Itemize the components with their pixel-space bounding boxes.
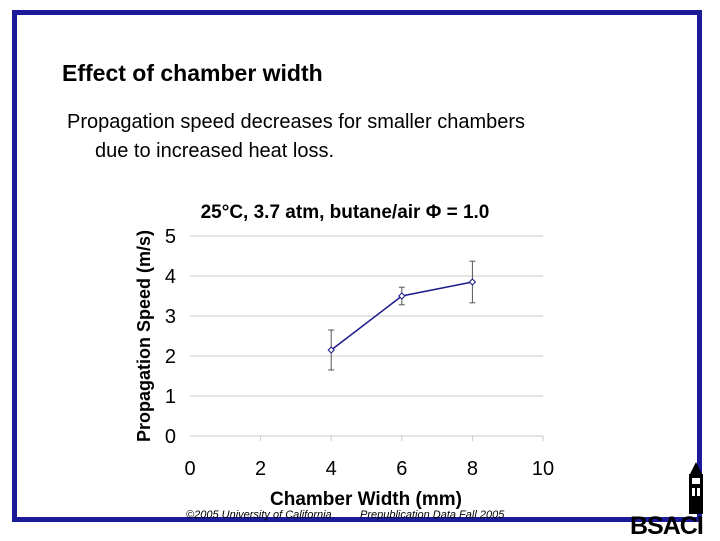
x-tick-label: 8 xyxy=(467,458,478,480)
x-tick-label: 10 xyxy=(532,458,554,480)
bullet-line-2: due to increased heat loss. xyxy=(95,140,335,162)
x-axis-label: Chamber Width (mm) xyxy=(270,489,462,510)
bsac-logo: BSACI xyxy=(630,512,704,541)
prepublication-text: Prepublication Data Fall 2005 xyxy=(360,509,505,521)
data-series xyxy=(327,260,477,371)
data-point xyxy=(327,346,335,354)
bullet-text: Propagation speed decreases for smaller … xyxy=(67,108,667,166)
chart-title: 25°C, 3.7 atm, butane/air Φ = 1.0 xyxy=(201,202,490,223)
campanile-tower-icon xyxy=(689,462,703,514)
logo-text: BSAC xyxy=(630,512,698,540)
grid-lines xyxy=(190,235,544,441)
bullet-line-1: Propagation speed decreases for smaller … xyxy=(67,111,526,133)
x-tick-label: 4 xyxy=(326,458,337,480)
y-tick-label: 1 xyxy=(165,386,176,408)
y-tick-labels: 0 1 2 3 4 5 xyxy=(165,226,176,448)
y-tick-label: 2 xyxy=(165,346,176,368)
x-tick-label: 2 xyxy=(255,458,266,480)
slide-title: Effect of chamber width xyxy=(62,60,323,86)
data-point xyxy=(398,292,406,300)
y-tick-label: 3 xyxy=(165,306,176,328)
logo-accent: I xyxy=(696,512,704,540)
x-tick-label: 0 xyxy=(184,458,195,480)
y-tick-label: 4 xyxy=(165,266,176,288)
copyright-text: ©2005 University of California xyxy=(186,509,332,521)
y-tick-label: 5 xyxy=(165,226,176,248)
y-tick-label: 0 xyxy=(165,426,176,448)
slide-frame xyxy=(12,10,702,522)
data-point xyxy=(468,278,477,286)
x-tick-labels: 0 2 4 6 8 10 xyxy=(184,458,554,480)
y-axis-label: Propagation Speed (m/s) xyxy=(134,230,154,442)
x-tick-label: 6 xyxy=(396,458,407,480)
